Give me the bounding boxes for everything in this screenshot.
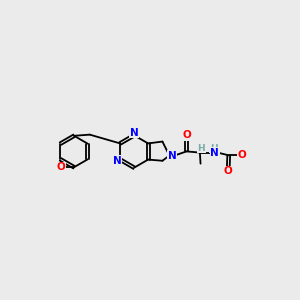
Text: H: H: [210, 144, 218, 153]
Text: N: N: [210, 148, 219, 158]
Text: N: N: [113, 156, 122, 166]
Text: N: N: [130, 128, 139, 138]
Text: N: N: [168, 151, 177, 160]
Text: O: O: [182, 130, 191, 140]
Text: O: O: [238, 150, 246, 160]
Text: O: O: [57, 162, 66, 172]
Text: H: H: [197, 144, 205, 153]
Text: O: O: [224, 166, 233, 176]
